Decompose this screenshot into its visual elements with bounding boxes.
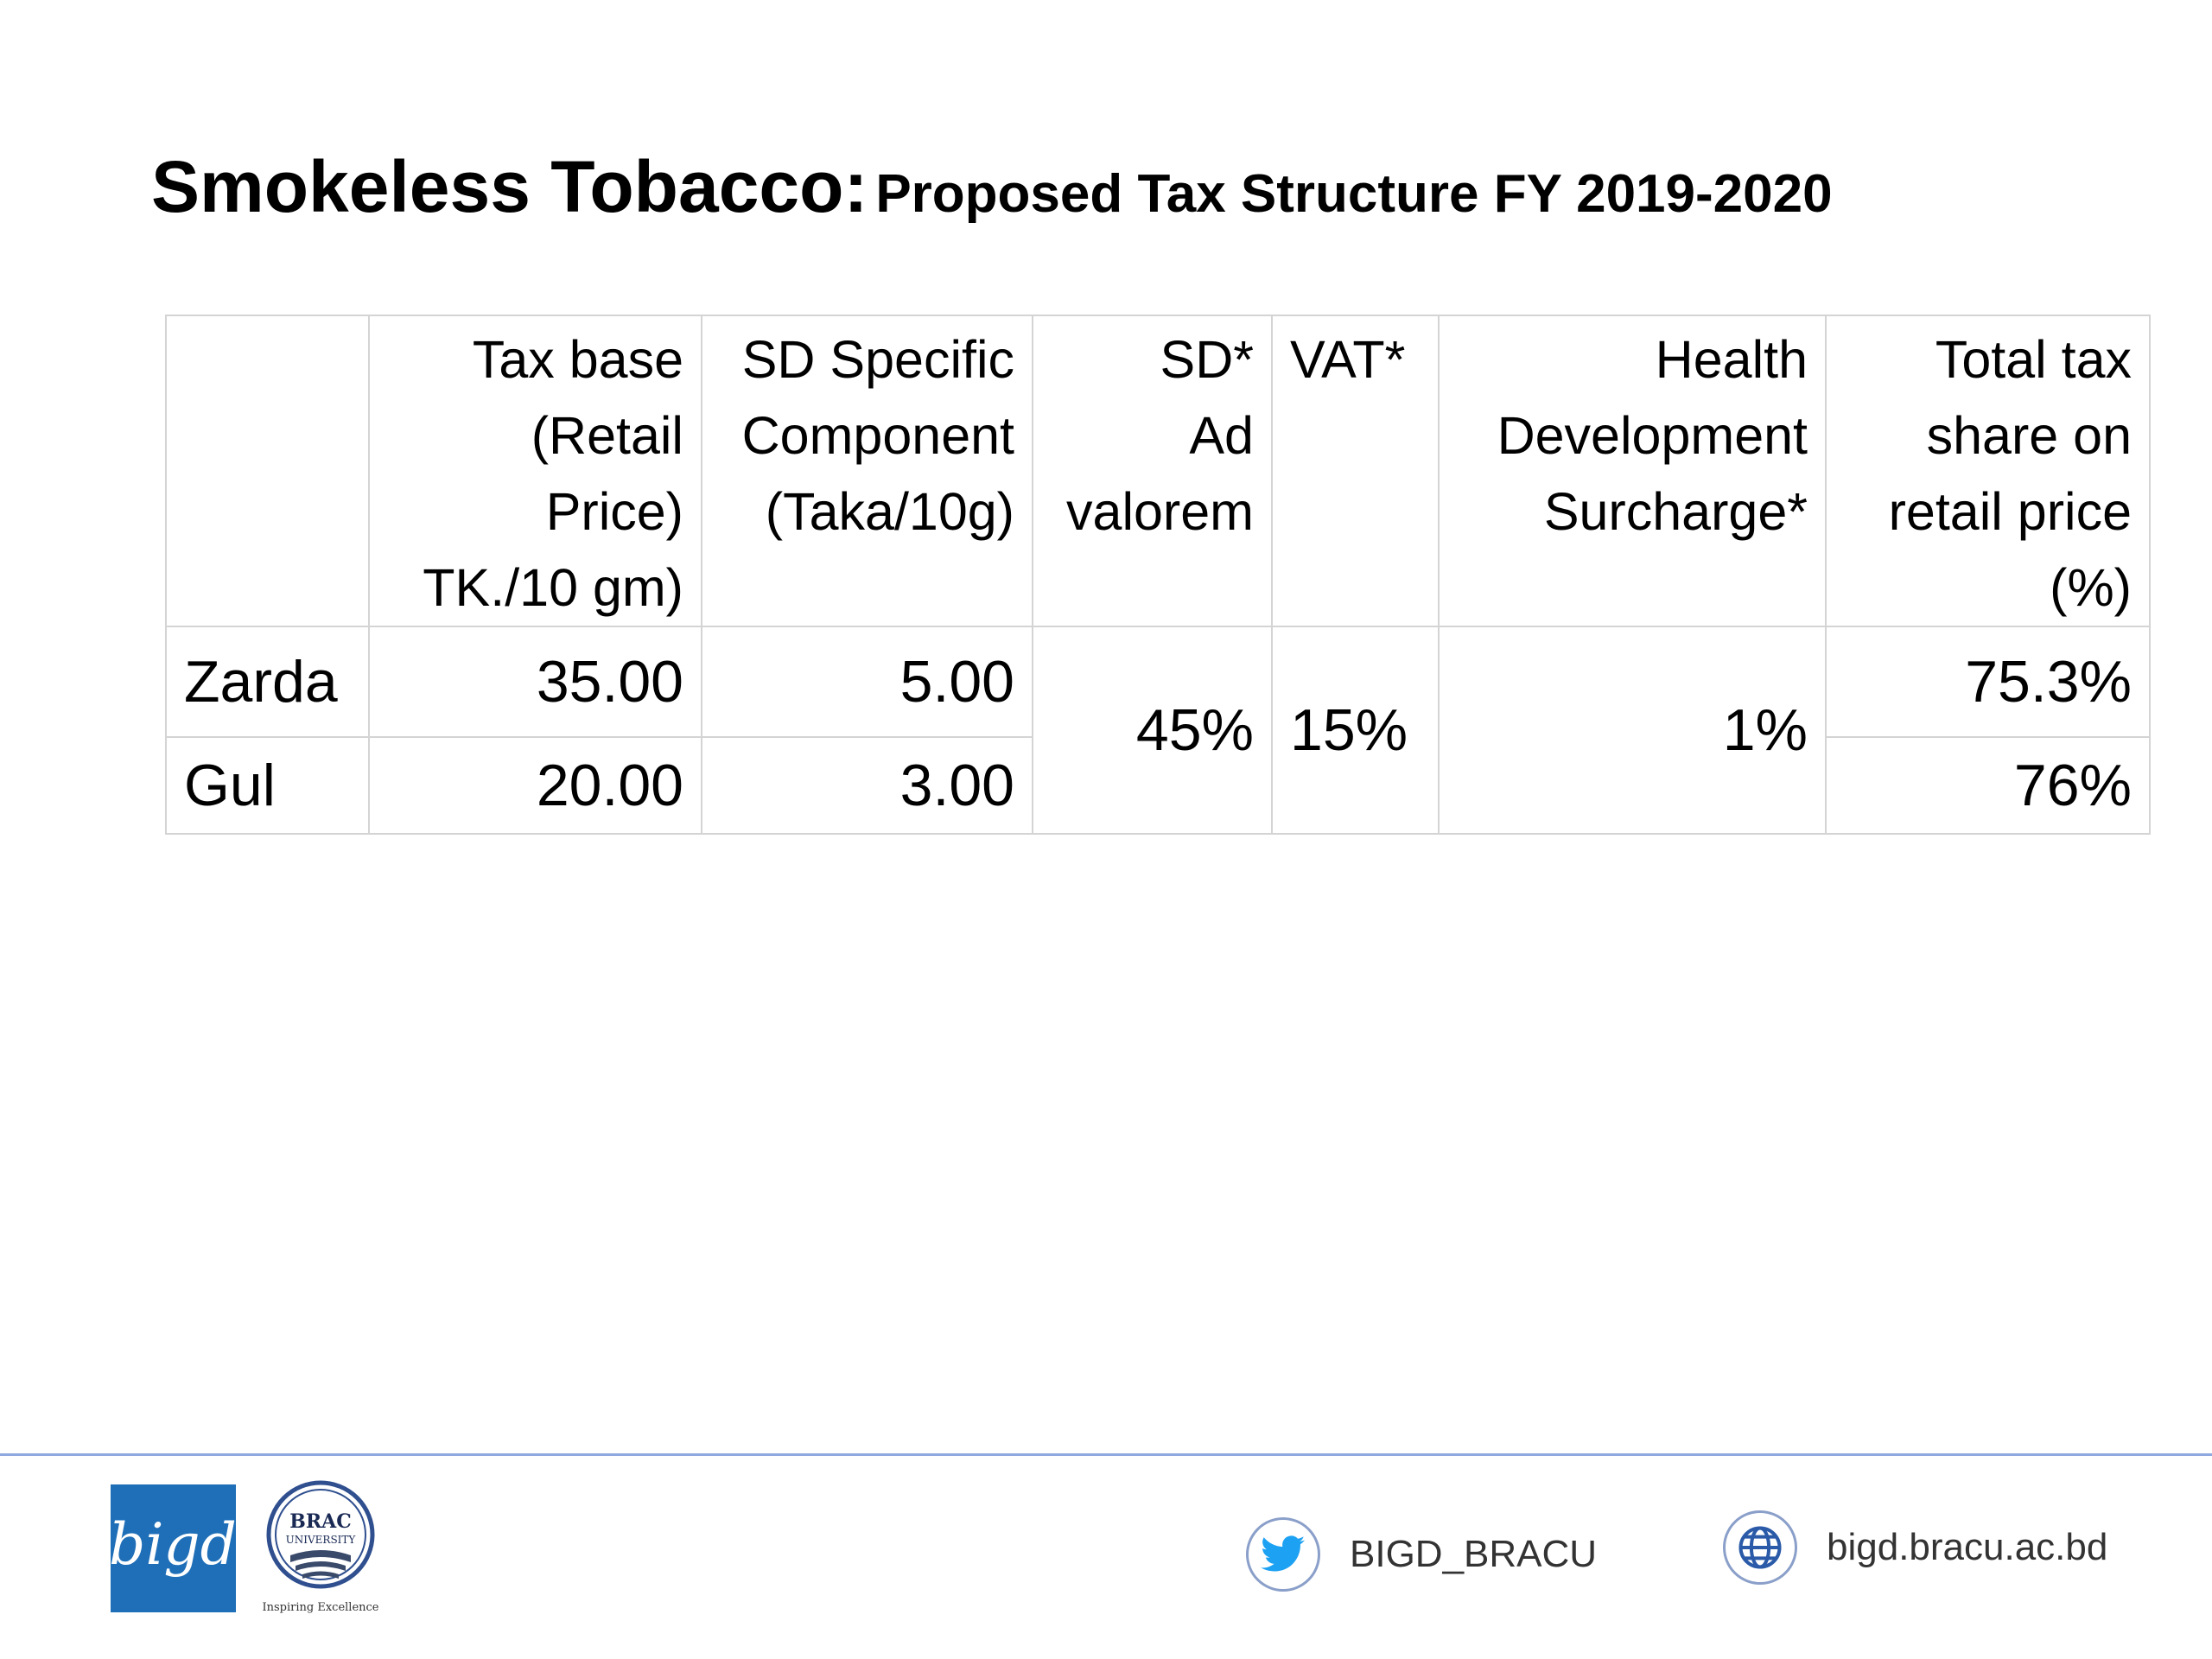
cell-product: Zarda — [165, 626, 370, 738]
website-link[interactable]: bigd.bracu.ac.bd — [1723, 1510, 2107, 1585]
header-health-dev-line: Development — [1497, 406, 1808, 465]
title-sub: Proposed Tax Structure FY 2019-2020 — [875, 164, 1833, 224]
bigd-logo: bigd — [111, 1484, 236, 1612]
cell-sd-specific: 5.00 — [701, 626, 1033, 738]
table-header-row: Tax base (Retail Price) TK./10 gm) SD Sp… — [165, 315, 2151, 627]
cell-sd-ad-valorem: 45% — [1032, 626, 1273, 835]
cell-total-tax: 75.3% — [1825, 626, 2151, 738]
table-row: Gul 20.00 3.00 76% — [165, 736, 2151, 835]
header-tax-base: Tax base (Retail Price) TK./10 gm) — [368, 315, 702, 627]
header-sd-specific-line: SD Specific — [741, 330, 1014, 389]
header-health-dev-line: Health — [1655, 330, 1808, 389]
header-vat-line: VAT* — [1290, 330, 1406, 389]
tax-structure-table: Tax base (Retail Price) TK./10 gm) SD Sp… — [165, 315, 2151, 835]
cell-total-tax: 76% — [1825, 736, 2151, 835]
header-sd-ad-valorem-line: valorem — [1066, 482, 1254, 541]
header-sd-specific-line: (Taka/10g) — [765, 482, 1014, 541]
header-total-tax: Total tax share on retail price (%) — [1825, 315, 2151, 627]
header-tax-base-line: TK./10 gm) — [423, 558, 683, 617]
footer-divider — [0, 1453, 2212, 1456]
svg-text:Inspiring Excellence: Inspiring Excellence — [262, 1601, 378, 1614]
brac-university-logo: BRAC UNIVERSITY Inspiring Excellence — [262, 1480, 379, 1614]
globe-icon — [1723, 1510, 1797, 1585]
svg-text:bigd: bigd — [111, 1511, 236, 1578]
cell-health-dev: 1% — [1438, 626, 1827, 835]
header-sd-ad-valorem-line: SD* — [1160, 330, 1254, 389]
header-total-tax-line: retail price — [1888, 482, 2132, 541]
svg-text:BRAC: BRAC — [289, 1510, 351, 1533]
header-product — [165, 315, 370, 627]
header-total-tax-line: share on — [1926, 406, 2132, 465]
cell-product: Gul — [165, 736, 370, 835]
header-vat: VAT* — [1271, 315, 1440, 627]
header-tax-base-line: Price) — [545, 482, 683, 541]
header-tax-base-line: (Retail — [531, 406, 683, 465]
website-url[interactable]: bigd.bracu.ac.bd — [1827, 1526, 2108, 1568]
header-sd-specific: SD Specific Component (Taka/10g) — [701, 315, 1033, 627]
twitter-bird-icon — [1246, 1517, 1320, 1592]
cell-tax-base: 35.00 — [368, 626, 702, 738]
header-sd-specific-line: Component — [741, 406, 1014, 465]
header-total-tax-line: (%) — [2050, 558, 2132, 617]
table-row: Zarda 35.00 5.00 45% 15% 1% 75.3% — [165, 626, 2151, 835]
header-sd-ad-valorem-line: Ad — [1189, 406, 1254, 465]
header-total-tax-line: Total tax — [1935, 330, 2132, 389]
cell-vat: 15% — [1271, 626, 1440, 835]
cell-tax-base: 20.00 — [368, 736, 702, 835]
slide-title: Smokeless Tobacco: Proposed Tax Structur… — [151, 147, 1833, 226]
header-health-dev-line: Surcharge* — [1543, 482, 1808, 541]
twitter-handle[interactable]: BIGD_BRACU — [1350, 1533, 1598, 1575]
header-tax-base-line: Tax base — [472, 330, 683, 389]
twitter-link[interactable]: BIGD_BRACU — [1246, 1517, 1597, 1592]
cell-sd-specific: 3.00 — [701, 736, 1033, 835]
header-sd-ad-valorem: SD* Ad valorem — [1032, 315, 1273, 627]
svg-text:UNIVERSITY: UNIVERSITY — [286, 1534, 357, 1546]
title-main: Smokeless Tobacco: — [151, 146, 868, 227]
header-health-dev: Health Development Surcharge* — [1438, 315, 1827, 627]
